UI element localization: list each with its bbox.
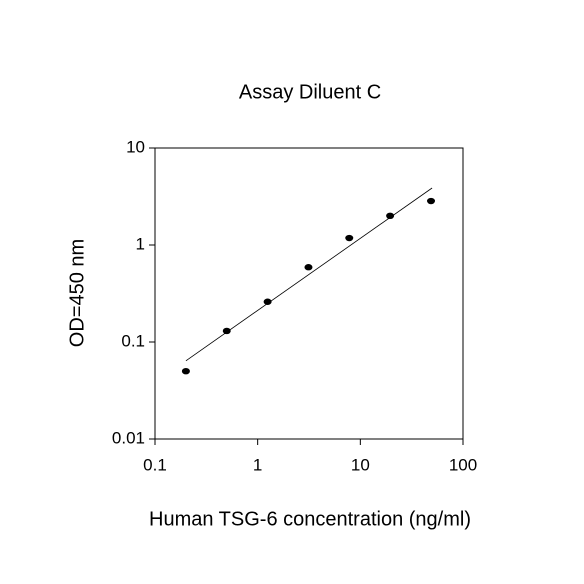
- y-tick-label: 1: [136, 234, 145, 253]
- x-axis-label: Human TSG-6 concentration (ng/ml): [149, 508, 471, 530]
- y-tick-label: 10: [126, 137, 145, 156]
- y-axis-label: OD=450 nm: [66, 239, 88, 347]
- data-point: [222, 327, 231, 335]
- x-tick-label: 0.1: [143, 455, 167, 474]
- x-tick-label: 10: [351, 455, 370, 474]
- x-tick-label: 1: [253, 455, 262, 474]
- data-point: [427, 197, 436, 205]
- data-point: [304, 264, 313, 271]
- y-tick-label: 0.1: [121, 331, 145, 350]
- x-tick-label: 100: [449, 455, 477, 474]
- data-point: [386, 212, 395, 220]
- data-point: [181, 367, 190, 375]
- data-point: [345, 234, 354, 242]
- plot-frame: [154, 147, 464, 440]
- data-point: [263, 298, 272, 305]
- y-tick-label: 0.01: [112, 428, 145, 447]
- chart-title: Assay Diluent C: [239, 81, 381, 103]
